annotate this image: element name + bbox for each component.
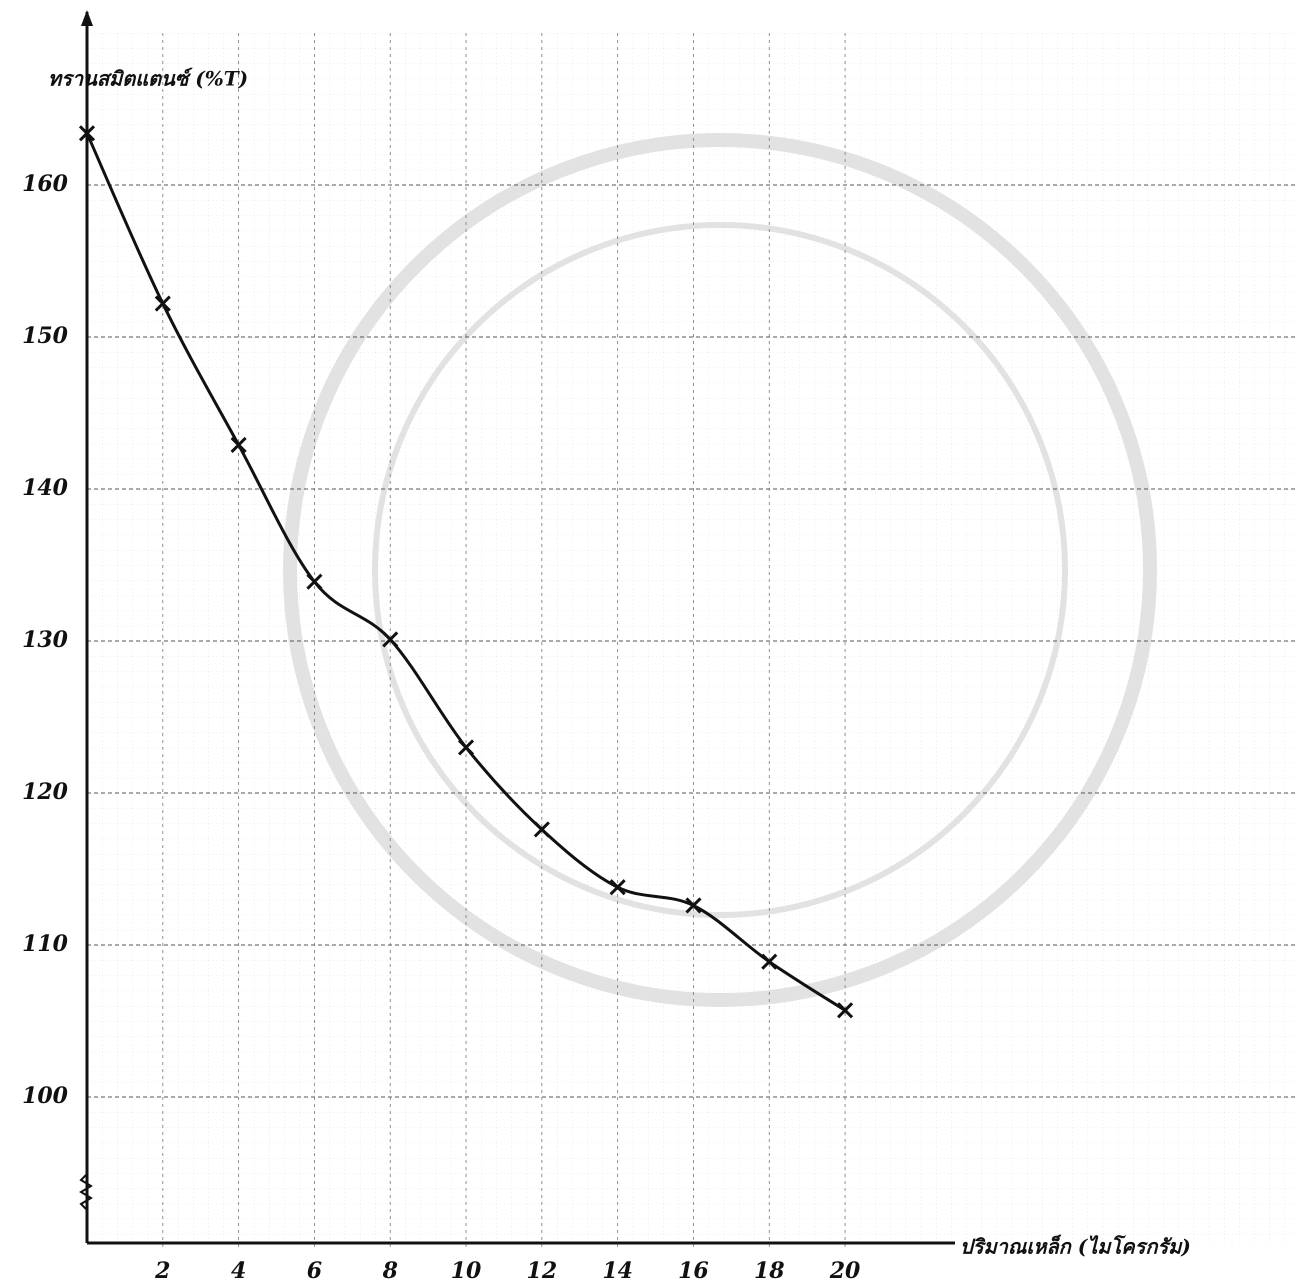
y-tick-label: 150 (22, 323, 69, 349)
x-axis-title: ปริมาณเหล็ก (ไมโครกรัม) (960, 1235, 1191, 1259)
page: {"chart_data": { "type": "scatter", "y_l… (0, 0, 1307, 1288)
x-tick-label: 18 (754, 1258, 785, 1284)
y-axis-arrow (81, 10, 93, 26)
x-tick-label: 14 (602, 1258, 633, 1284)
graph-paper (87, 33, 1297, 1243)
y-tick-label: 100 (22, 1083, 69, 1109)
x-tick-label: 2 (154, 1258, 170, 1284)
y-tick-label: 140 (22, 475, 69, 501)
y-tick-label: 160 (22, 171, 69, 197)
y-tick-label: 110 (22, 931, 69, 957)
x-tick-label: 8 (382, 1258, 398, 1284)
y-axis-title: ทรานสมิตแตนซ์ (%T) (48, 67, 248, 91)
y-tick-label: 120 (22, 779, 69, 805)
x-tick-label: 4 (231, 1258, 246, 1284)
y-tick-label: 130 (22, 627, 69, 653)
x-tick-label: 12 (527, 1258, 558, 1284)
x-tick-label: 20 (829, 1258, 861, 1284)
chart: ทรานสมิตแตนซ์ (%T) 100 110 120 130 140 150 160… (0, 0, 1307, 1288)
x-tick-label: 16 (678, 1258, 709, 1284)
x-tick-label: 10 (451, 1258, 482, 1284)
x-tick-label: 6 (307, 1258, 322, 1284)
